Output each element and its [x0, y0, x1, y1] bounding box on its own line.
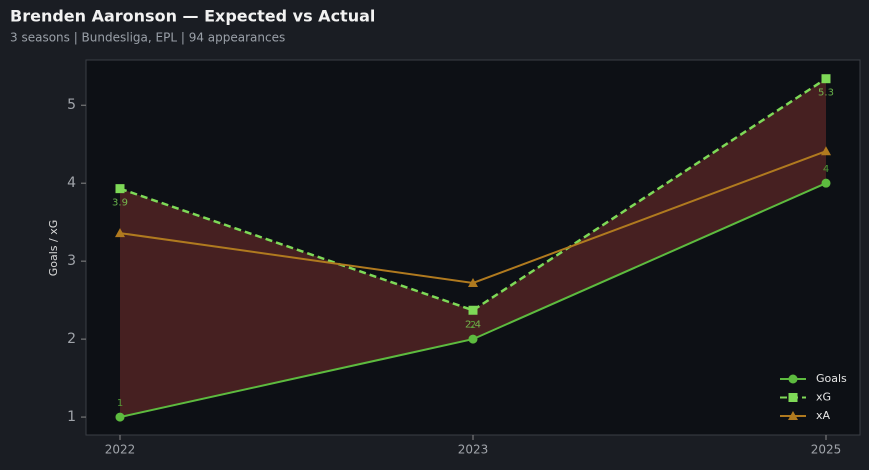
y-tick-label: 4	[67, 175, 76, 191]
y-axis-label: Goals / xG	[47, 220, 60, 277]
legend-marker	[788, 374, 798, 384]
legend-item: xG	[780, 391, 831, 404]
data-label: 5.3	[818, 88, 834, 99]
legend-label: Goals	[816, 372, 847, 385]
chart-subtitle: 3 seasons | Bundesliga, EPL | 94 appeara…	[10, 31, 285, 45]
data-label: 2	[470, 320, 476, 331]
legend-marker	[788, 411, 798, 420]
y-tick-label: 1	[67, 409, 76, 425]
data-point	[468, 305, 478, 315]
legend-label: xA	[816, 409, 831, 422]
legend-item: Goals	[780, 372, 847, 385]
data-point	[115, 184, 125, 194]
data-point	[821, 74, 831, 84]
y-tick-label: 2	[67, 331, 76, 347]
chart-title: Brenden Aaronson — Expected vs Actual	[10, 7, 375, 26]
data-point	[115, 412, 125, 422]
fill-between	[120, 78, 826, 418]
data-label: 2.4	[465, 319, 481, 330]
x-tick-label: 2025	[811, 443, 842, 457]
series-line	[119, 77, 827, 312]
data-point	[468, 277, 478, 287]
legend-item: xA	[780, 409, 831, 422]
data-point	[115, 228, 125, 238]
x-tick-label: 2022	[105, 443, 136, 457]
legend-label: xG	[816, 391, 831, 404]
data-label: 1	[117, 398, 123, 409]
data-label: 3.9	[112, 198, 128, 209]
data-label: 4	[823, 164, 829, 175]
y-tick-label: 3	[67, 253, 76, 269]
legend-marker	[788, 393, 798, 402]
x-tick-label: 2023	[458, 443, 489, 457]
data-point	[821, 146, 831, 156]
data-point	[821, 178, 831, 188]
y-tick-label: 5	[67, 97, 76, 113]
data-point	[468, 334, 478, 344]
